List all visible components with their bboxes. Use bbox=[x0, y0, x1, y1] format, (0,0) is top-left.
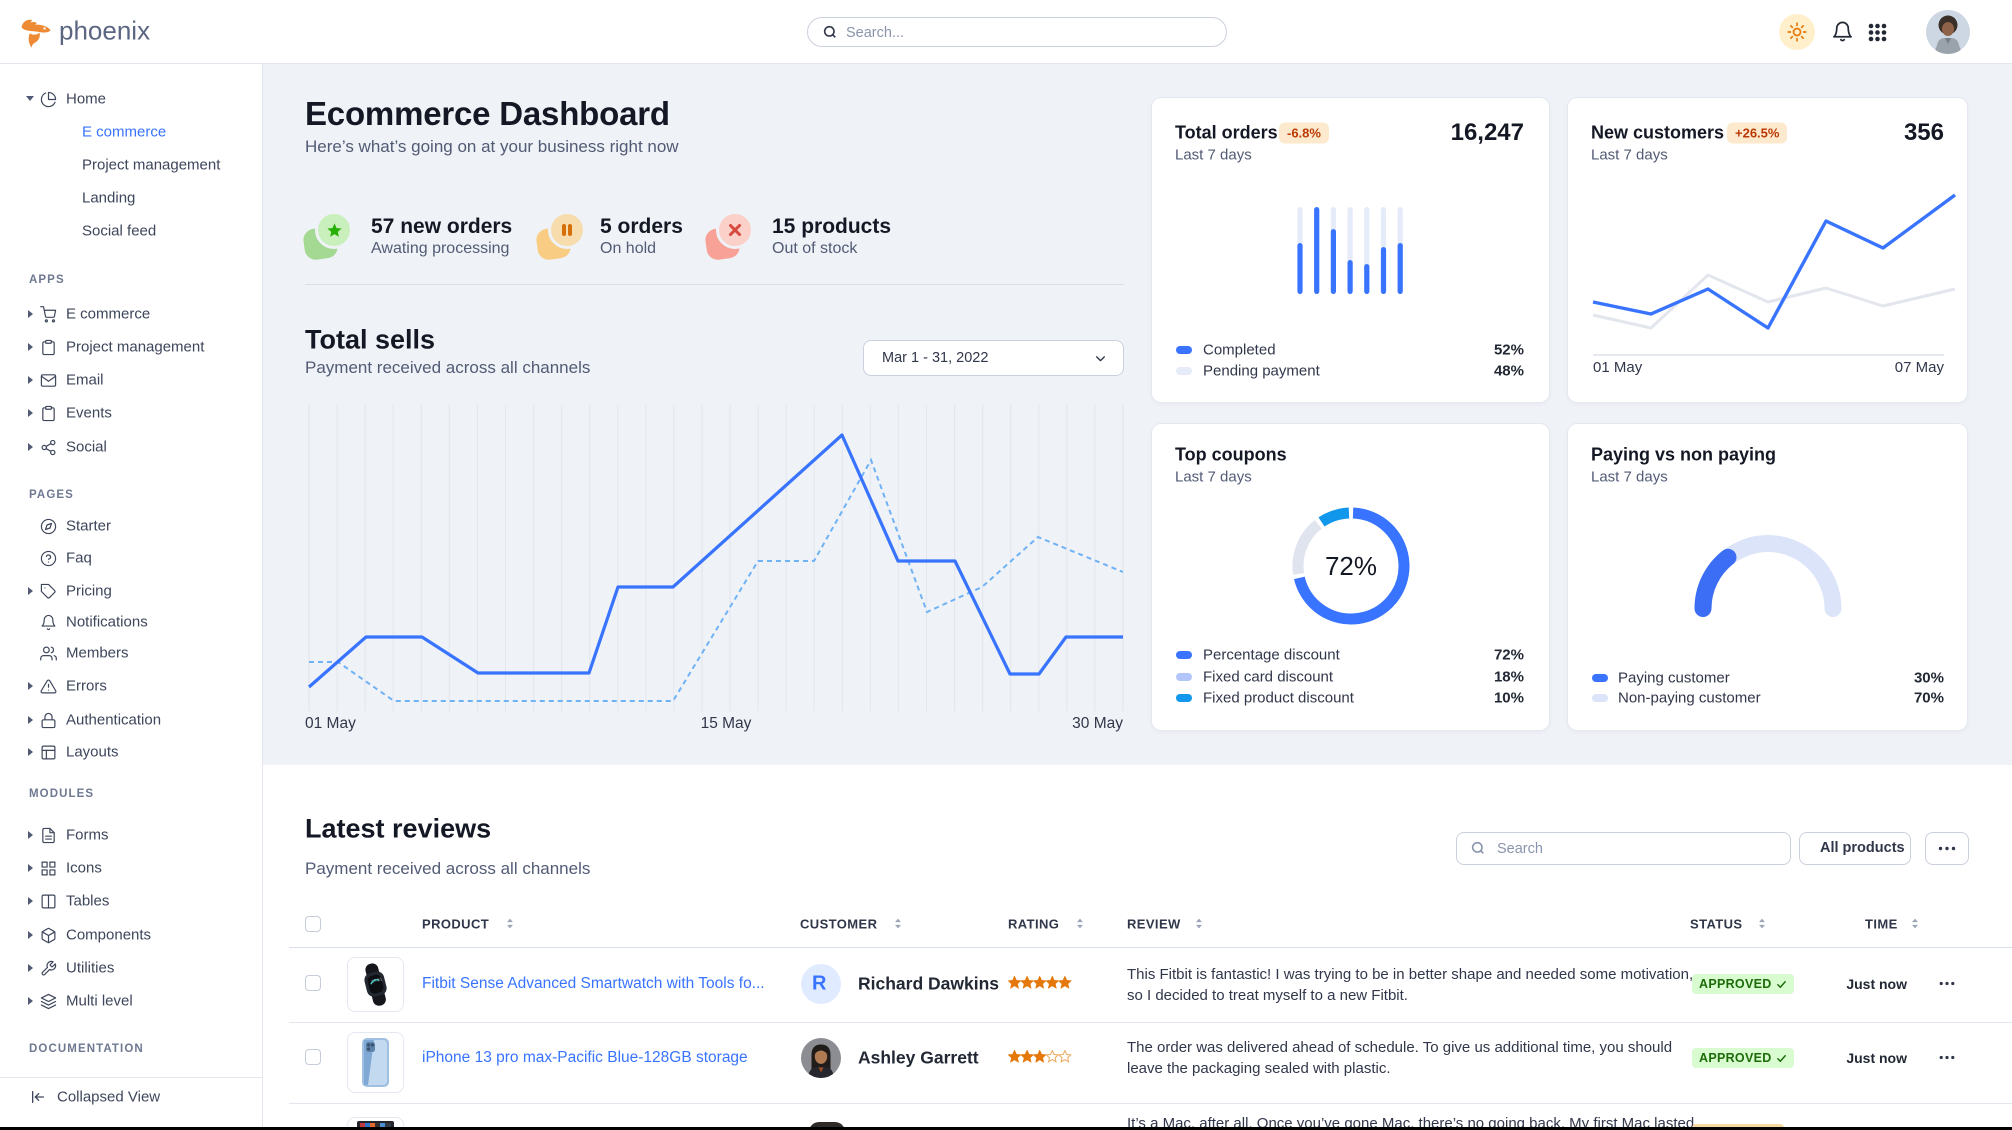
svg-text:07 May: 07 May bbox=[1895, 359, 1945, 376]
svg-text:72%: 72% bbox=[1325, 551, 1377, 581]
svg-text:30 May: 30 May bbox=[1072, 715, 1123, 732]
svg-text:01 May: 01 May bbox=[305, 715, 356, 732]
svg-text:15 May: 15 May bbox=[701, 715, 752, 732]
svg-text:01 May: 01 May bbox=[1593, 359, 1643, 376]
svg-text:17:51: 17:51 bbox=[371, 976, 384, 984]
